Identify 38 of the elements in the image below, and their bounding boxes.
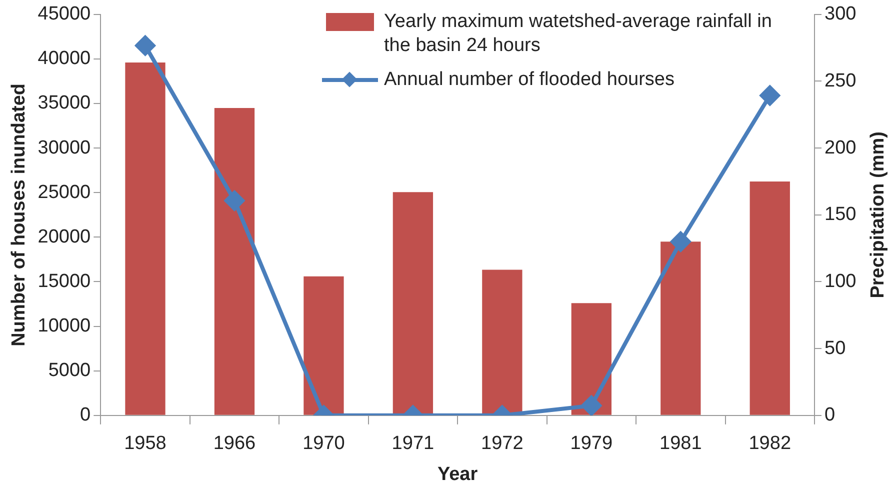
bar: [750, 181, 790, 415]
y2-tick-label: 250: [824, 70, 856, 92]
x-tick-label: 1970: [302, 433, 345, 454]
y-tick-label: 40000: [38, 48, 91, 70]
y-tick-label: 25000: [38, 182, 91, 203]
x-axis-title: Year: [437, 464, 478, 485]
y-tick-label: 35000: [38, 92, 91, 114]
y2-tick-label: 150: [824, 204, 856, 226]
bar: [214, 108, 255, 415]
y2-tick-label: 50: [824, 338, 846, 359]
x-tick-label: 1972: [481, 433, 524, 454]
x-tick-label: 1979: [570, 433, 613, 454]
bar: [304, 276, 344, 415]
y-tick-label: 0: [80, 404, 91, 426]
bar: [482, 270, 522, 415]
bar: [125, 62, 166, 415]
bar: [571, 303, 612, 415]
y-tick-label: 15000: [38, 270, 91, 292]
legend-label: Yearly maximum watetshed-average rainfall in the basin 24 hours: [384, 10, 773, 58]
x-tick-label: 1971: [392, 433, 434, 454]
bar: [392, 192, 434, 415]
legend-label: Annual number of flooded hourses: [384, 68, 674, 92]
y2-tick-label: 0: [824, 404, 836, 426]
y-tick-label: 45000: [38, 4, 91, 25]
x-tick-label: 1982: [748, 433, 792, 454]
y2-axis-title: Precipitation (mm): [868, 131, 889, 298]
x-tick-label: 1958: [124, 433, 166, 454]
y-tick-label: 10000: [38, 316, 91, 337]
y2-tick-label: 100: [824, 270, 856, 292]
y-axis-title: Number of houses inundated: [8, 83, 30, 346]
y-tick-label: 5000: [48, 360, 91, 382]
y2-tick-label: 300: [824, 4, 856, 25]
y-tick-label: 30000: [38, 137, 91, 158]
y2-tick-label: 200: [824, 137, 856, 158]
x-tick-label: 1966: [213, 433, 256, 454]
y-tick-label: 20000: [38, 226, 91, 248]
bar: [660, 242, 701, 415]
x-tick-label: 1981: [660, 433, 702, 454]
